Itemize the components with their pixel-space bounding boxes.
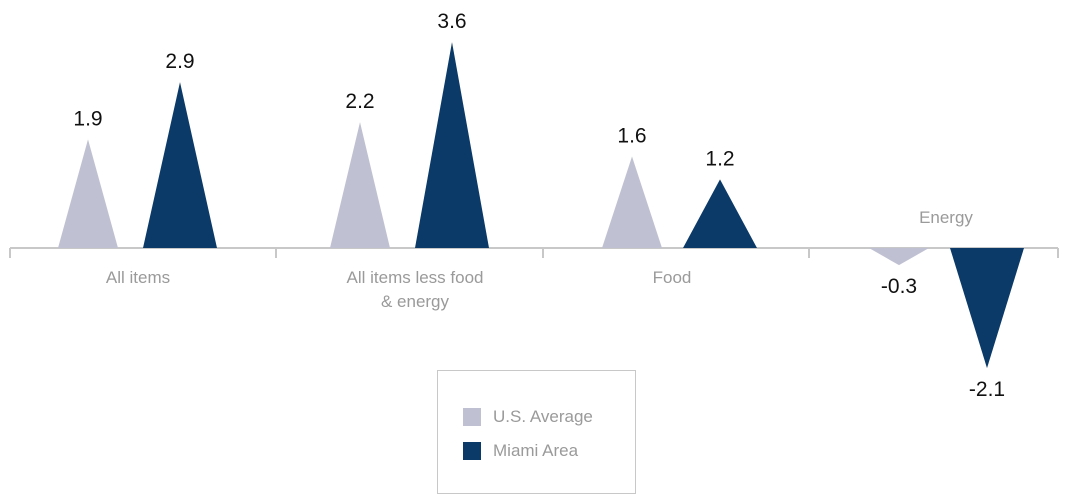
- legend-item-us-average: U.S. Average: [463, 407, 593, 427]
- category-label-3: Energy: [919, 208, 973, 227]
- category-label-2: Food: [653, 268, 692, 287]
- triangle-bar-u-s-average-1: [330, 122, 390, 248]
- triangle-bar-miami-area-1: [415, 42, 489, 248]
- value-label-miami-area-3: -2.1: [969, 378, 1005, 401]
- legend-swatch-us-average: [463, 408, 481, 426]
- triangle-bar-u-s-average-0: [58, 139, 118, 248]
- legend-label-miami-area: Miami Area: [493, 441, 579, 460]
- triangle-bar-miami-area-3: [950, 248, 1024, 369]
- value-label-miami-area-0: 2.9: [165, 50, 194, 73]
- value-label-u-s-average-2: 1.6: [617, 124, 646, 147]
- value-label-u-s-average-3: -0.3: [881, 275, 917, 298]
- category-label-1: All items less food & energy: [347, 268, 484, 311]
- triangle-bar-miami-area-2: [683, 179, 757, 248]
- legend: U.S. Average Miami Area: [437, 370, 636, 494]
- category-label-0: All items: [106, 268, 170, 287]
- value-label-miami-area-2: 1.2: [705, 147, 734, 170]
- triangle-bar-u-s-average-3: [869, 248, 929, 266]
- legend-item-miami-area: Miami Area: [463, 441, 578, 461]
- triangle-bar-miami-area-0: [143, 82, 217, 249]
- legend-swatch-miami-area: [463, 442, 481, 460]
- triangle-bar-u-s-average-2: [602, 156, 662, 248]
- legend-label-us-average: U.S. Average: [493, 407, 593, 426]
- value-label-u-s-average-1: 2.2: [345, 90, 374, 113]
- value-label-miami-area-1: 3.6: [437, 10, 466, 33]
- value-label-u-s-average-0: 1.9: [73, 107, 102, 130]
